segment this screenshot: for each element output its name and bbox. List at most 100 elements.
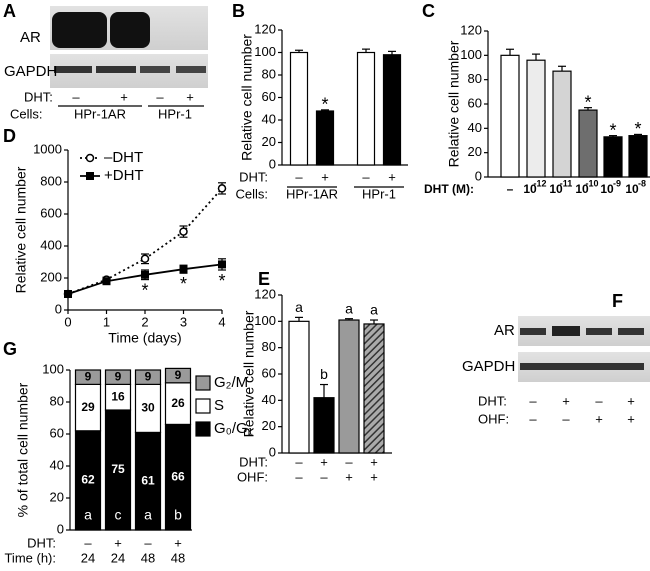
x-axis-label: Time (days) <box>108 330 181 346</box>
row-value: – <box>295 469 303 484</box>
blot-row-label: GAPDH <box>462 358 515 375</box>
legend-marker <box>85 153 95 163</box>
point <box>218 260 226 269</box>
legend-swatch <box>195 398 211 414</box>
y-tick-label: 40 <box>262 392 276 407</box>
annotation: * <box>141 280 148 300</box>
x-tick-label: 10 <box>523 182 537 196</box>
band <box>552 326 580 336</box>
panel-letter: C <box>422 1 435 21</box>
panel-letter: A <box>3 1 16 21</box>
value-label: 66 <box>171 469 185 483</box>
x-tick-label: – <box>507 182 514 196</box>
y-tick-label: 20 <box>50 489 64 504</box>
legend-label: S <box>214 397 224 414</box>
group-label: HPr-1 <box>362 186 396 201</box>
condition: – <box>562 411 570 426</box>
blot-f: F AR GAPDH <box>462 291 650 382</box>
y-tick-label: 20 <box>262 418 276 433</box>
x-tick-exponent: -12 <box>533 178 546 188</box>
condition: – <box>529 411 537 426</box>
bar <box>552 70 572 178</box>
bar <box>356 51 376 166</box>
bar <box>313 397 335 454</box>
x-tick-label: – <box>144 535 152 550</box>
y-tick-label: 0 <box>55 301 62 316</box>
value-label: 30 <box>141 401 155 415</box>
blot-row-label: AR <box>20 29 41 46</box>
x-tick-label: + <box>320 454 328 469</box>
band <box>618 328 644 335</box>
bar <box>603 136 623 178</box>
bar <box>628 135 648 178</box>
x-tick-label: 10 <box>549 182 563 196</box>
row-value: 48 <box>171 550 185 565</box>
bar <box>363 323 385 454</box>
bar <box>382 54 402 166</box>
y-tick-label: 100 <box>254 313 276 328</box>
panel-letter: F <box>612 291 623 311</box>
annotation: * <box>321 95 328 115</box>
y-tick-label: 100 <box>460 47 482 62</box>
value-label: 9 <box>145 369 152 383</box>
bar <box>288 320 310 454</box>
x-tick-exponent: -10 <box>585 178 598 188</box>
row-value: – <box>320 469 328 484</box>
band <box>140 66 170 73</box>
legend-swatch <box>195 421 211 437</box>
bar <box>578 109 598 178</box>
x-tick-label: + <box>174 535 182 550</box>
annotation: * <box>218 271 225 291</box>
condition: + <box>120 89 128 104</box>
blot-row-label: AR <box>494 322 515 339</box>
y-tick-label: 200 <box>40 269 62 284</box>
x-tick-label: 10 <box>600 182 614 196</box>
x-tick-label: – <box>295 454 303 469</box>
legend-label: G₀/G₁ <box>214 420 253 437</box>
y-tick-label: 1000 <box>33 141 62 156</box>
annotation: * <box>609 120 616 140</box>
x-tick-label: + <box>388 169 396 184</box>
bar-segment <box>134 369 162 385</box>
y-tick-label: 60 <box>262 89 276 104</box>
y-tick-label: 80 <box>262 339 276 354</box>
point <box>179 227 188 236</box>
x-tick-label: + <box>321 169 329 184</box>
value-label: 75 <box>111 462 125 476</box>
row-label: DHT: <box>239 169 268 184</box>
point <box>140 254 150 264</box>
y-tick-label: 40 <box>468 120 482 135</box>
point <box>217 184 227 193</box>
row-label: Time (h): <box>4 550 56 565</box>
x-tick-exponent: -9 <box>613 178 621 188</box>
annotation: c <box>115 507 122 523</box>
bar-segment <box>104 409 132 531</box>
panel-letter: D <box>3 126 16 146</box>
bar-segment <box>104 369 132 385</box>
band <box>54 66 92 73</box>
y-tick-label: 100 <box>42 361 64 376</box>
x-tick-label: – <box>84 535 92 550</box>
annotation: a <box>345 300 353 316</box>
row-value: 48 <box>141 550 155 565</box>
x-tick-label: – <box>345 454 353 469</box>
y-tick-label: 60 <box>50 425 64 440</box>
band <box>586 328 612 335</box>
row-label: DHT (M): <box>424 182 474 196</box>
y-tick-label: 800 <box>40 173 62 188</box>
x-tick-label: + <box>114 535 122 550</box>
condition: – <box>72 89 80 104</box>
y-tick-label: 0 <box>57 521 64 536</box>
annotation: a <box>370 302 378 318</box>
y-tick-label: 120 <box>254 21 276 36</box>
x-tick-label: – <box>295 169 303 184</box>
group-label: HPr-1AR <box>286 186 338 201</box>
y-tick-label: 120 <box>460 22 482 37</box>
condition: – <box>529 393 537 408</box>
bar-segment <box>164 367 192 384</box>
bar <box>526 59 546 178</box>
row-label: DHT: <box>24 89 53 104</box>
series-line <box>67 187 223 295</box>
band <box>52 12 107 48</box>
y-axis-label: Relative cell number <box>446 40 462 167</box>
